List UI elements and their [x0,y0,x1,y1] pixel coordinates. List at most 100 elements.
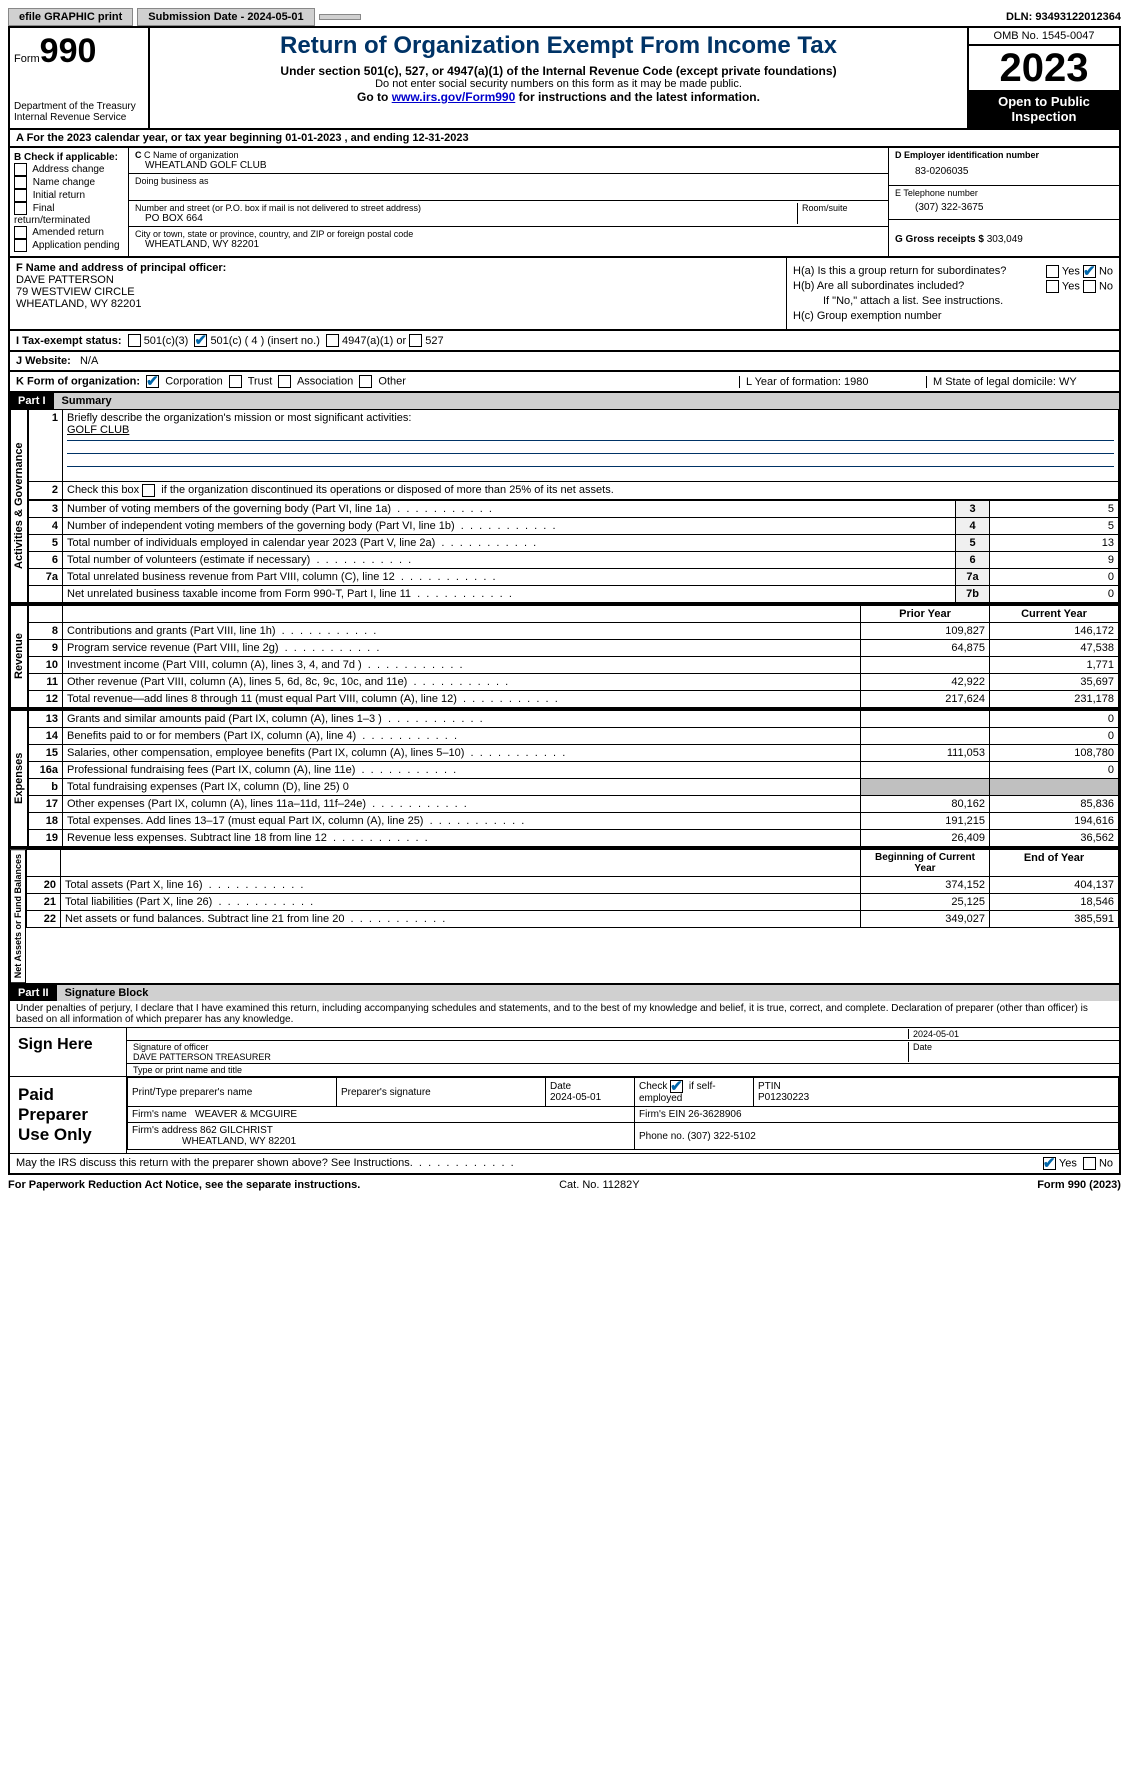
officer-addr1: 79 WESTVIEW CIRCLE [16,286,780,298]
ha-no[interactable] [1083,265,1096,278]
ein: 83-0206035 [895,160,1113,183]
hb-yes[interactable] [1046,280,1059,293]
b-opt-4[interactable] [14,226,27,239]
city-state-zip: WHEATLAND, WY 82201 [135,239,882,250]
col-d: D Employer identification number83-02060… [888,148,1119,256]
firm-name: WEAVER & MCGUIRE [195,1109,297,1120]
summary-expenses: Expenses 13Grants and similar amounts pa… [8,710,1121,849]
b-label: B Check if applicable: [14,152,124,163]
i-o1: 501(c)(3) [144,335,189,347]
k-corp[interactable] [146,375,159,388]
discuss-yes[interactable] [1043,1157,1056,1170]
fphone: (307) 322-5102 [687,1131,755,1142]
signature-block: Under penalties of perjury, I declare th… [8,1001,1121,1175]
irs-link[interactable]: www.irs.gov/Form990 [392,90,516,104]
ptin-lbl: PTIN [758,1081,781,1092]
faddr-lbl: Firm's address [132,1125,197,1136]
prep-sig-lbl: Preparer's signature [337,1078,546,1107]
part1-bar: Part I [10,393,54,409]
i-label: I Tax-exempt status: [16,335,122,347]
k-o3: Other [378,375,406,387]
c-name-label: C Name of organization [144,150,239,160]
k-label: K Form of organization: [16,375,140,387]
side-revenue: Revenue [10,605,28,708]
k-row: K Form of organization: Corporation Trus… [8,372,1121,393]
l2-text: Check this box if the organization disco… [67,484,614,496]
firm-lbl: Firm's name [132,1109,187,1120]
self-emp-check[interactable] [670,1080,683,1093]
fphone-lbl: Phone no. [639,1131,685,1142]
tax-year: 2023 [969,46,1119,90]
part1-title: Summary [54,393,1119,409]
i-501c3[interactable] [128,334,141,347]
side-net: Net Assets or Fund Balances [10,849,26,983]
officer-name: DAVE PATTERSON [16,274,780,286]
dba-label: Doing business as [135,176,882,186]
form-ref: Form 990 (2023) [1037,1179,1121,1191]
dept-label: Department of the Treasury Internal Reve… [14,101,144,123]
b-opt-3[interactable] [14,202,27,215]
k-o2: Association [297,375,353,387]
state-domicile: M State of legal domicile: WY [926,376,1113,388]
org-name: WHEATLAND GOLF CLUB [135,160,882,171]
b-opt-2[interactable] [14,189,27,202]
ha-label: H(a) Is this a group return for subordin… [793,265,1006,277]
k-assoc[interactable] [278,375,291,388]
goto-pre: Go to [357,90,392,104]
prep-date: 2024-05-01 [550,1092,601,1103]
b-opt-0[interactable] [14,163,27,176]
i-o2: 501(c) ( 4 ) (insert no.) [210,335,319,347]
addr-label: Number and street (or P.O. box if mail i… [135,203,797,213]
hb-label: H(b) Are all subordinates included? [793,280,964,292]
ha-yes[interactable] [1046,265,1059,278]
i-o4: 527 [425,335,443,347]
prep-date-lbl: Date [550,1081,571,1092]
col-b: B Check if applicable: Address change Na… [10,148,129,256]
k-o1: Trust [248,375,273,387]
k-trust[interactable] [229,375,242,388]
tax-status-row: I Tax-exempt status: 501(c)(3) 501(c) ( … [8,331,1121,352]
l1-text: Briefly describe the organization's miss… [67,412,411,424]
street-address: PO BOX 664 [135,213,797,224]
telephone: (307) 322-3675 [895,198,1113,217]
k-o0: Corporation [165,375,222,387]
b-opt-1[interactable] [14,176,27,189]
year-formation: L Year of formation: 1980 [739,376,926,388]
gross-label: G Gross receipts $ [895,234,984,245]
city-label: City or town, state or province, country… [135,229,882,239]
submission-date: Submission Date - 2024-05-01 [137,8,314,26]
efile-print-button[interactable]: efile GRAPHIC print [8,8,133,26]
room-label: Room/suite [802,203,882,213]
officer-sig: DAVE PATTERSON TREASURER [133,1052,271,1062]
i-4947[interactable] [326,334,339,347]
l2-check[interactable] [142,484,155,497]
form-number: 990 [40,32,97,70]
tax-year-line: A For the 2023 calendar year, or tax yea… [8,130,1121,148]
sign-here-label: Sign Here [10,1028,127,1076]
i-501c[interactable] [194,334,207,347]
type-name-label: Type or print name and title [127,1064,1119,1076]
side-expenses: Expenses [10,710,28,847]
paid-preparer-label: Paid Preparer Use Only [10,1077,127,1153]
sig-officer-label: Signature of officer [133,1042,208,1052]
fein-lbl: Firm's EIN [639,1109,685,1120]
faddr1: 862 GILCHRIST [200,1125,273,1136]
hb-no[interactable] [1083,280,1096,293]
i-o3: 4947(a)(1) or [342,335,406,347]
discuss-text: May the IRS discuss this return with the… [16,1157,413,1170]
discuss-no[interactable] [1083,1157,1096,1170]
form-title: Return of Organization Exempt From Incom… [154,32,963,60]
summary-netassets: Net Assets or Fund Balances Beginning of… [8,849,1121,985]
section-bcd: B Check if applicable: Address change Na… [8,148,1121,258]
ptin: P01230223 [758,1092,809,1103]
b-opt-5[interactable] [14,239,27,252]
k-other[interactable] [359,375,372,388]
prep-name-lbl: Print/Type preparer's name [128,1078,337,1107]
page-footer: For Paperwork Reduction Act Notice, see … [8,1175,1121,1195]
form-label: Form [14,53,40,65]
hc-label: H(c) Group exemption number [793,310,1113,322]
faddr2: WHEATLAND, WY 82201 [182,1136,296,1147]
website: N/A [80,355,98,367]
i-527[interactable] [409,334,422,347]
dln: DLN: 93493122012364 [1006,11,1121,23]
